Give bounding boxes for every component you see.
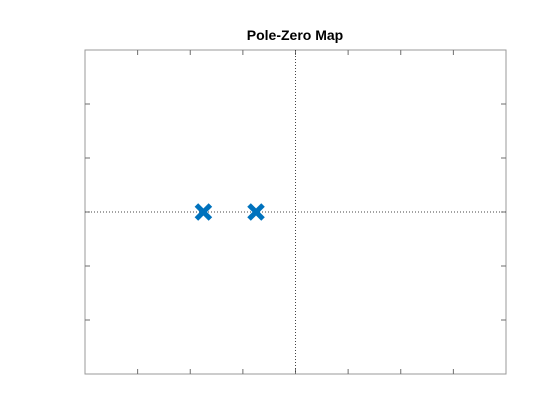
axis-ticks xyxy=(85,50,506,374)
pole-marker xyxy=(247,203,265,221)
chart-title: Pole-Zero Map xyxy=(247,27,343,43)
pole-markers xyxy=(194,203,265,221)
reference-lines xyxy=(85,50,506,374)
pole-marker xyxy=(194,203,213,221)
